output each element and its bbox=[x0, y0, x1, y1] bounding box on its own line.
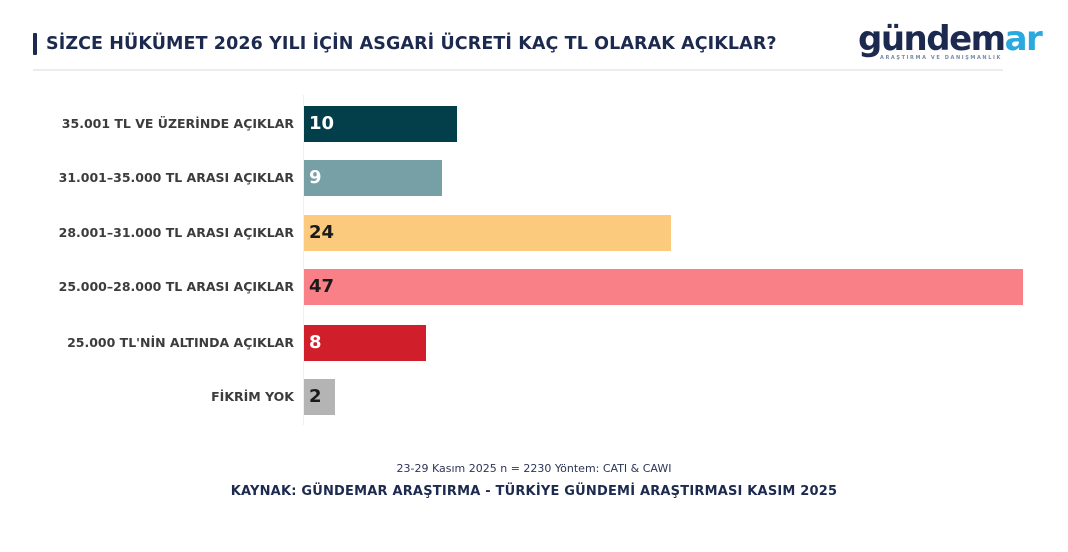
source-note: KAYNAK: GÜNDEMAR ARAŞTIRMA - TÜRKİYE GÜN… bbox=[230, 484, 838, 499]
logo-main-text: gündem bbox=[858, 19, 1006, 59]
logo-wordmark: gündemar bbox=[858, 19, 1043, 59]
logo-accent-text: ar bbox=[1004, 19, 1043, 59]
bar: 9 bbox=[304, 160, 442, 196]
bar: 24 bbox=[304, 215, 671, 251]
header-separator bbox=[33, 69, 1003, 71]
bar-row: 31.001–35.000 TL ARASI AÇIKLAR 9 bbox=[0, 160, 1068, 196]
survey-meta: 23-29 Kasım 2025 n = 2230 Yöntem: CATI &… bbox=[396, 462, 672, 475]
bar-label: 25.000–28.000 TL ARASI AÇIKLAR bbox=[58, 279, 294, 294]
bar-label: FİKRİM YOK bbox=[211, 389, 294, 404]
bar-row: 25.000 TL'NİN ALTINDA AÇIKLAR 8 bbox=[0, 325, 1068, 361]
gundemar-logo: gündemar ARAŞTIRMA VE DANIŞMANLIK bbox=[858, 19, 1043, 66]
bar-value: 47 bbox=[309, 276, 335, 297]
chart-title: SİZCE HÜKÜMET 2026 YILI İÇİN ASGARİ ÜCRE… bbox=[46, 34, 777, 54]
chart-title-block: SİZCE HÜKÜMET 2026 YILI İÇİN ASGARİ ÜCRE… bbox=[33, 30, 777, 58]
bar-value: 10 bbox=[309, 113, 335, 134]
bar-row: 28.001–31.000 TL ARASI AÇIKLAR 24 bbox=[0, 215, 1068, 251]
bar-label: 35.001 TL VE ÜZERİNDE AÇIKLAR bbox=[61, 116, 294, 131]
bar-row: 25.000–28.000 TL ARASI AÇIKLAR 47 bbox=[0, 269, 1068, 305]
bar-value: 9 bbox=[309, 167, 322, 188]
bar-row: FİKRİM YOK 2 bbox=[0, 379, 1068, 415]
bar: 2 bbox=[304, 379, 335, 415]
bar-row: 35.001 TL VE ÜZERİNDE AÇIKLAR 10 bbox=[0, 106, 1068, 142]
bar-value: 2 bbox=[309, 386, 322, 407]
bar: 10 bbox=[304, 106, 457, 142]
bar-label: 28.001–31.000 TL ARASI AÇIKLAR bbox=[58, 225, 294, 240]
title-accent-bar bbox=[33, 33, 37, 55]
bar: 47 bbox=[304, 269, 1023, 305]
bar: 8 bbox=[304, 325, 426, 361]
bar-value: 24 bbox=[309, 222, 335, 243]
bar-value: 8 bbox=[309, 332, 322, 353]
bar-label: 25.000 TL'NİN ALTINDA AÇIKLAR bbox=[67, 335, 294, 350]
logo-subtitle: ARAŞTIRMA VE DANIŞMANLIK bbox=[880, 55, 1002, 61]
y-axis-line bbox=[303, 95, 304, 425]
bar-label: 31.001–35.000 TL ARASI AÇIKLAR bbox=[58, 170, 294, 185]
